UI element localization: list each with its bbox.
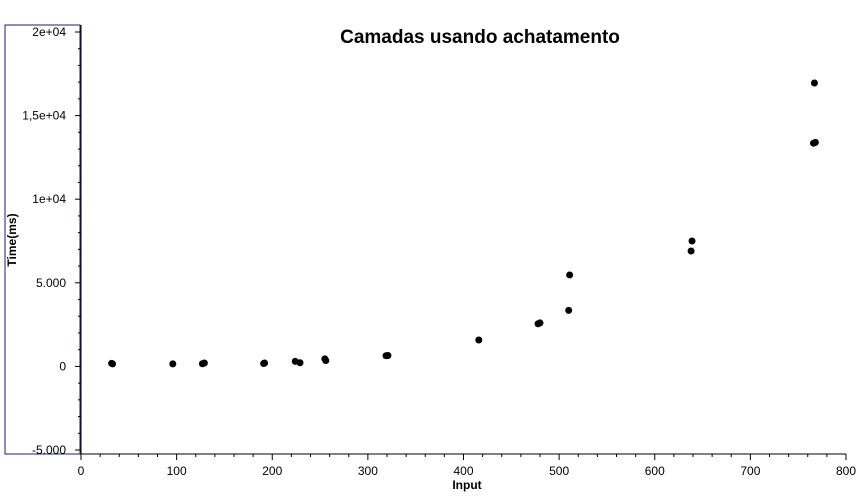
y-tick-label: 5.000	[36, 276, 66, 290]
y-tick-label: 1e+04	[32, 192, 66, 206]
y-tick-label: 1,5e+04	[22, 109, 66, 123]
data-point	[565, 306, 573, 314]
y-axis-title: Time(ms)	[5, 213, 19, 266]
data-point	[261, 359, 269, 367]
y-tick-label: -5.000	[32, 443, 66, 457]
data-point	[688, 237, 696, 245]
chart-title: Camadas usando achatamento	[340, 27, 620, 48]
y-tick-label: 2e+04	[32, 25, 66, 39]
x-tick-label: 200	[262, 464, 282, 478]
x-tick-label: 400	[453, 464, 473, 478]
y-axis-ticks: -5.000 0 5.000 1e+04 1,5e+04 2e+04	[22, 25, 81, 457]
data-point	[687, 247, 695, 255]
data-point	[169, 360, 177, 368]
x-tick-label: 300	[358, 464, 378, 478]
plot-frame	[4, 24, 81, 455]
data-point	[566, 271, 574, 279]
data-point	[322, 357, 330, 365]
x-tick-label: 0	[78, 464, 85, 478]
x-axis-title: Input	[452, 478, 481, 492]
data-point	[296, 359, 304, 367]
data-point	[475, 336, 483, 344]
data-points	[108, 79, 819, 368]
x-tick-label: 100	[167, 464, 187, 478]
y-tick-label: 0	[59, 359, 66, 373]
x-tick-label: 800	[836, 464, 856, 478]
x-tick-label: 600	[645, 464, 665, 478]
data-point	[810, 79, 818, 87]
data-point	[811, 138, 819, 146]
x-tick-label: 700	[740, 464, 760, 478]
x-tick-label: 500	[549, 464, 569, 478]
data-point	[536, 319, 544, 327]
x-axis-ticks: 0 100 200 300 400 500 600 700 800	[78, 454, 856, 478]
data-point	[200, 359, 208, 367]
data-point	[109, 360, 117, 368]
data-point	[384, 352, 392, 360]
